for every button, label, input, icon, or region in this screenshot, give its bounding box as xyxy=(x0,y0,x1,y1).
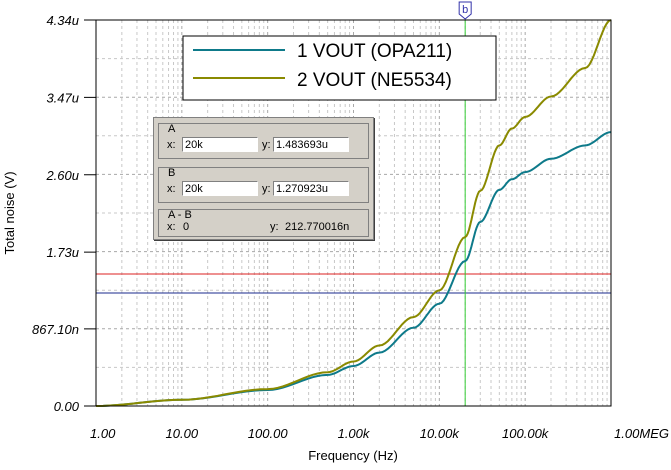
y-tick-label: 0.00 xyxy=(54,399,80,414)
cursor-b-x-label: x: xyxy=(167,183,176,195)
x-tick-label: 100.00 xyxy=(248,426,289,441)
cursor-readout-panel[interactable]: A x: 20k y: 1.483693u B x: 20k y: 1.2709… xyxy=(153,117,374,240)
cursor-b-y-label: y: xyxy=(262,183,271,195)
diff-x-label: x: xyxy=(167,221,176,233)
y-tick-label: 3.47u xyxy=(46,90,79,105)
y-tick-labels: 0.00 867.10n 1.73u 2.60u 3.47u 4.34u xyxy=(32,13,96,414)
cursor-a-label: A xyxy=(168,123,176,135)
x-tick-labels: 1.00 10.00 100.00 1.00k 10.00k 100.00k 1.00MEG xyxy=(90,426,669,441)
plot-frame xyxy=(95,19,612,407)
legend-label-1: 1 VOUT (OPA211) xyxy=(297,41,452,62)
cursor-b-label: b xyxy=(462,4,468,16)
diff-y-label: y: xyxy=(270,221,279,233)
cursor-b-handle[interactable]: b xyxy=(458,1,472,20)
cursor-b-group: B x: 20k y: 1.270923u xyxy=(158,167,369,203)
cursor-b-group-label: B xyxy=(168,167,176,179)
cursor-b-marker-icon[interactable] xyxy=(458,1,472,20)
cursor-a-x-field[interactable]: 20k xyxy=(182,137,258,152)
y-tick-label: 867.10n xyxy=(32,322,79,337)
cursor-b-x-field[interactable]: 20k xyxy=(182,181,258,196)
series-group xyxy=(95,19,612,407)
x-tick-label: 10.00 xyxy=(166,426,199,441)
diff-y-value: 212.770016n xyxy=(285,221,350,233)
y-tick-label: 1.73u xyxy=(46,245,79,260)
y-tick-label: 2.60u xyxy=(45,168,79,183)
x-tick-label: 1.00 xyxy=(90,426,116,441)
legend: 1 VOUT (OPA211) 2 VOUT (NE5534) xyxy=(182,35,497,101)
x-axis-title: Frequency (Hz) xyxy=(308,448,398,463)
cursor-diff-group: A - B x: 0 y: 212.770016n xyxy=(158,209,369,237)
x-tick-label: 100.00k xyxy=(502,426,550,441)
x-tick-label: 10.00k xyxy=(420,426,461,441)
cursor-a-group: A x: 20k y: 1.483693u xyxy=(158,123,369,159)
cursor-a-x-label: x: xyxy=(167,139,176,151)
legend-box xyxy=(182,35,497,101)
diff-x-value: 0 xyxy=(183,221,190,233)
series-line-2 xyxy=(95,19,612,407)
series-line-1 xyxy=(95,131,612,407)
legend-label-2: 2 VOUT (NE5534) xyxy=(297,70,452,91)
y-axis-title: Total noise (V) xyxy=(2,171,17,254)
y-tick-label: 4.34u xyxy=(46,13,79,28)
cursor-a-y-field[interactable]: 1.483693u xyxy=(273,137,349,152)
x-tick-label: 1.00k xyxy=(338,426,371,441)
x-tick-label: 1.00MEG xyxy=(614,426,669,441)
cursor-a-y-label: y: xyxy=(262,139,271,151)
cursor-b-y-field[interactable]: 1.270923u xyxy=(273,181,349,196)
cursor-diff-label: A - B xyxy=(168,209,192,221)
